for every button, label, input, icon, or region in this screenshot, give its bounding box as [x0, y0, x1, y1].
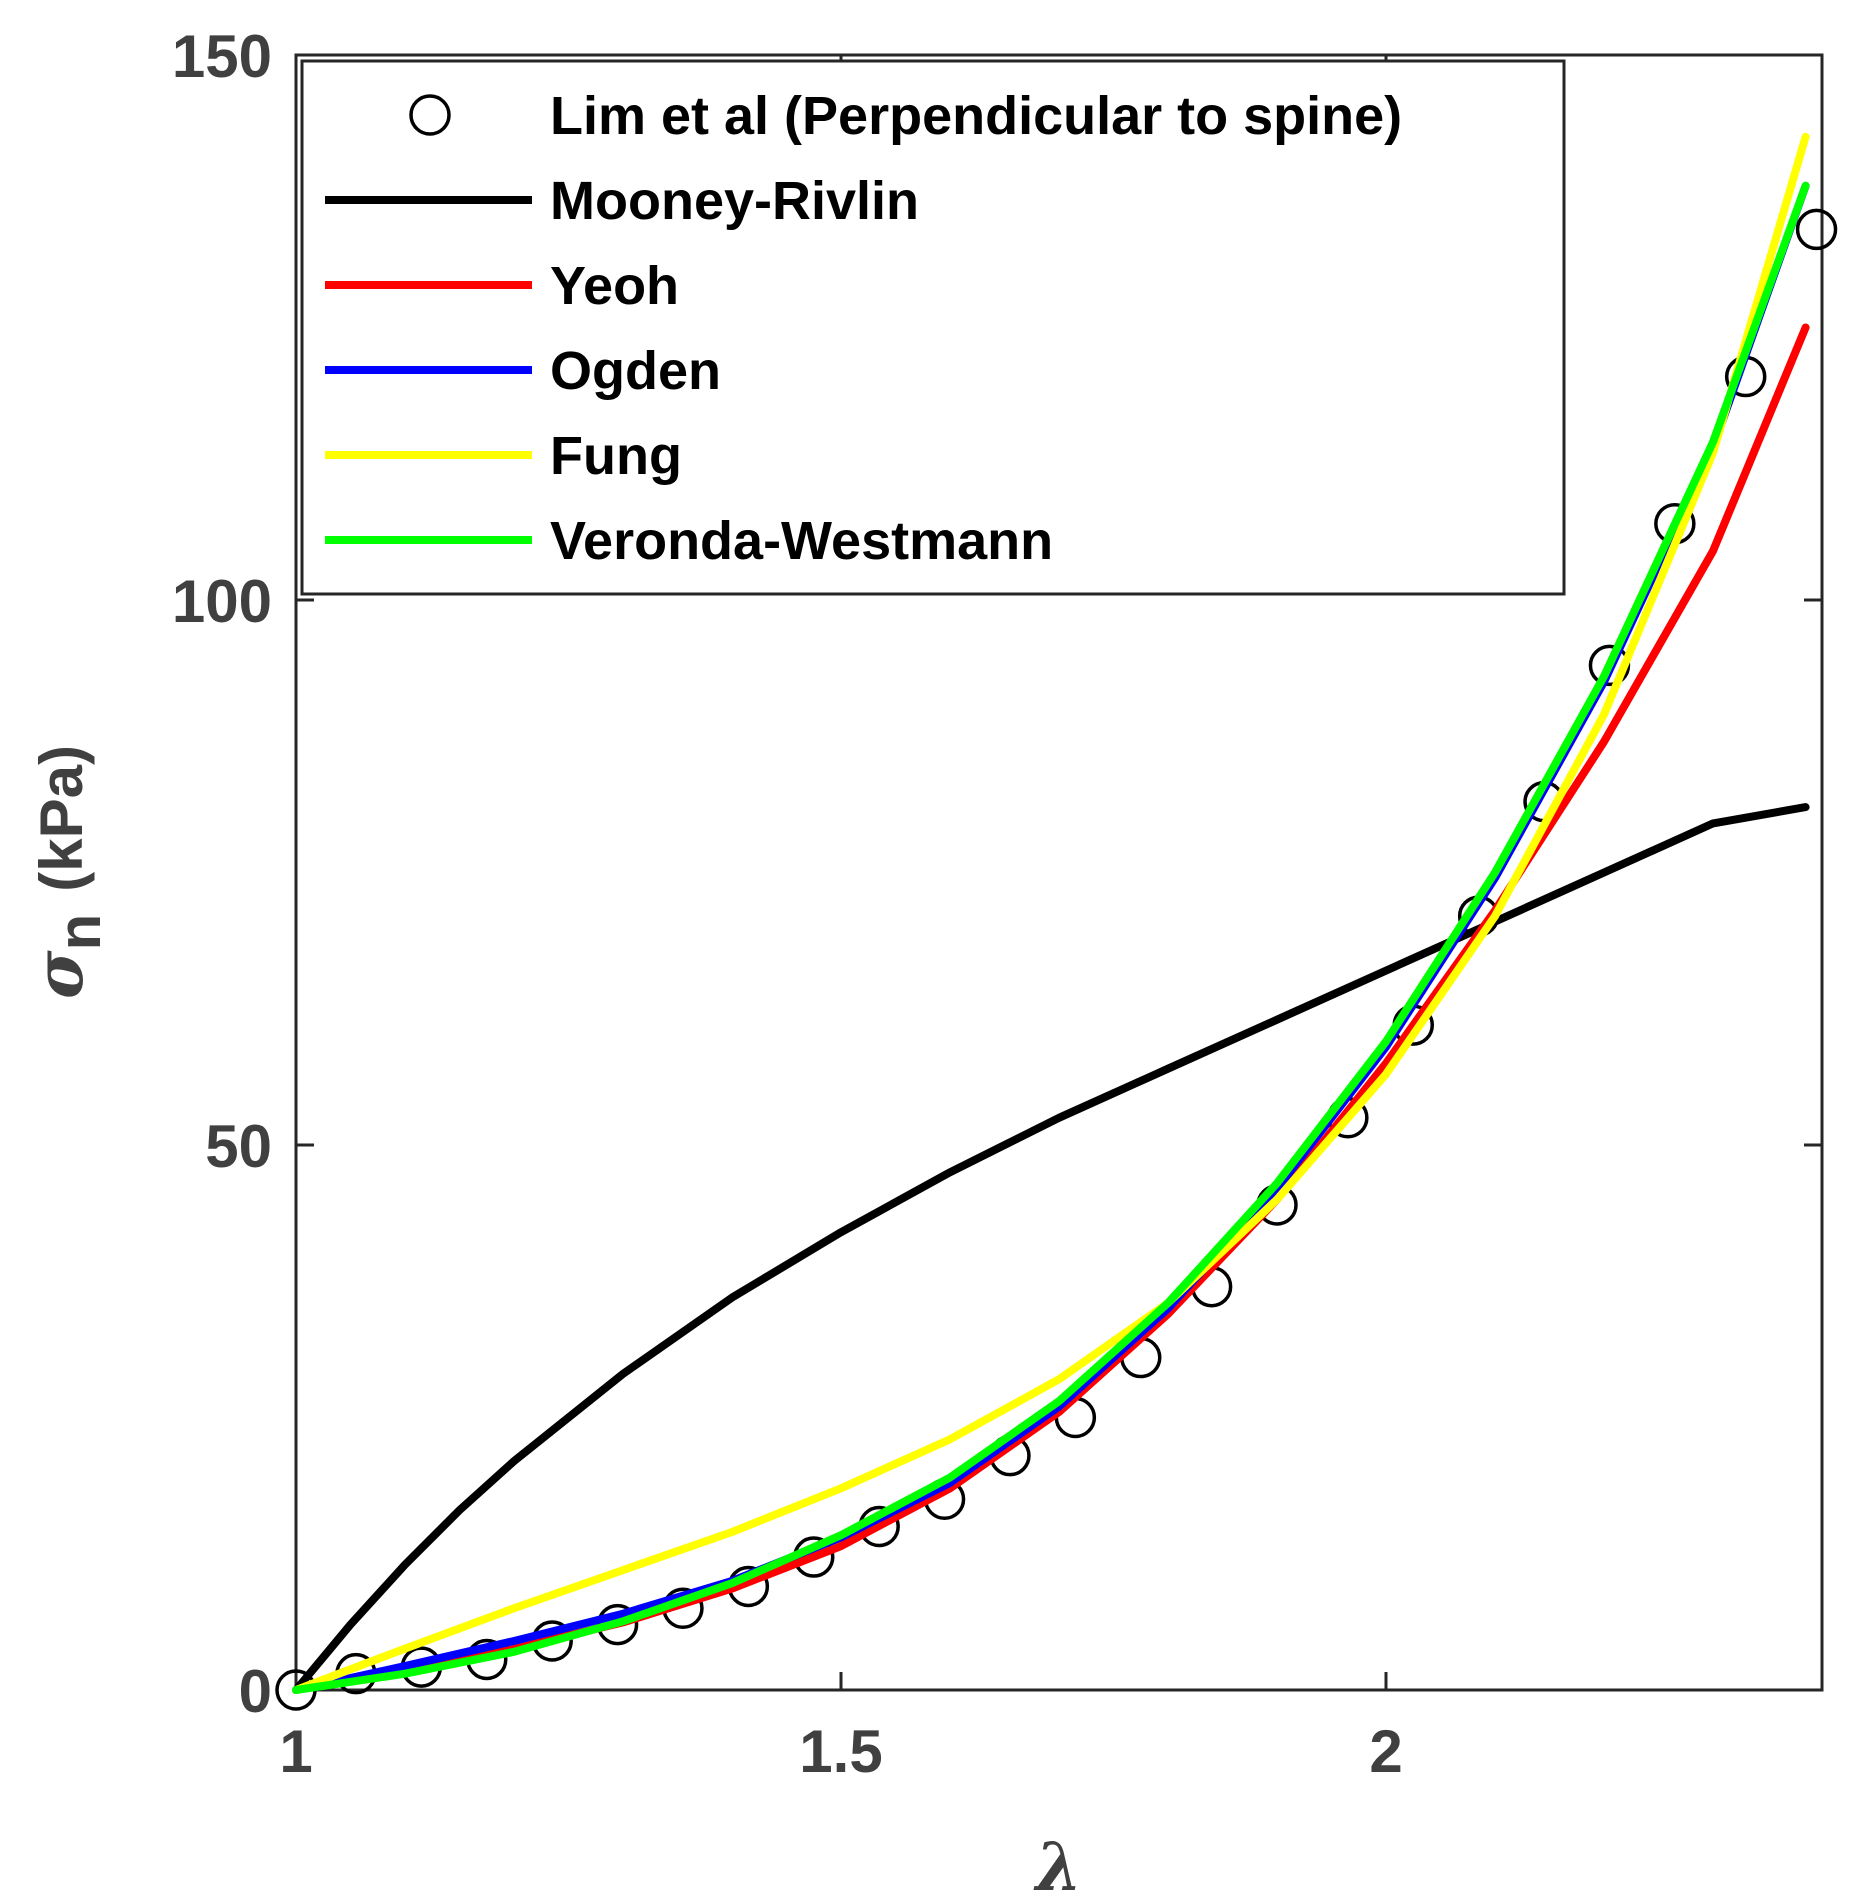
- y-axis-label: σn (kPa): [20, 745, 113, 999]
- legend-item-fung: Fung: [325, 426, 682, 486]
- x-tick-label: 1: [279, 1718, 312, 1785]
- y-axis-label-unit: (kPa): [28, 745, 95, 892]
- legend-marker: [409, 94, 451, 136]
- legend-item-lim-et-al-perpendicular-to-spine: Lim et al (Perpendicular to spine): [409, 86, 1402, 146]
- legend-label: Ogden: [550, 341, 721, 401]
- legend-item-yeoh: Yeoh: [325, 256, 679, 316]
- series-line-fung: [292, 132, 1810, 1694]
- legend-box: [300, 59, 1566, 596]
- legend-label: Fung: [550, 426, 682, 486]
- y-tick-label: 150: [172, 23, 272, 90]
- legend-items: Lim et al (Perpendicular to spine) Mooney…: [325, 86, 1402, 571]
- y-tick-label: 50: [205, 1113, 272, 1180]
- legend: Lim et al (Perpendicular to spine) Mooney…: [300, 59, 1566, 596]
- legend-label: Veronda-Westmann: [550, 511, 1053, 571]
- legend-item-ogden: Ogden: [325, 341, 721, 401]
- y-axis-label-symbol: σ: [20, 950, 98, 999]
- svg-text:σn(kPa): σn (kPa): [20, 745, 113, 999]
- y-tick-label: 100: [172, 568, 272, 635]
- y-axis-ticks: 0 50 100 150: [172, 23, 1822, 1725]
- series-line-veronda-westmann: [292, 181, 1810, 1694]
- series-line-mooney-rivlin: [292, 803, 1810, 1694]
- series-layer: [275, 132, 1838, 1711]
- data-point: [1795, 208, 1838, 251]
- y-tick-label: 0: [239, 1658, 272, 1725]
- x-tick-label: 1.5: [799, 1718, 882, 1785]
- legend-label: Mooney-Rivlin: [550, 171, 919, 231]
- legend-label: Yeoh: [550, 256, 679, 316]
- legend-item-mooney-rivlin: Mooney-Rivlin: [325, 171, 919, 231]
- y-axis-label-subscript: n: [46, 914, 113, 951]
- x-tick-label: 2: [1369, 1718, 1402, 1785]
- legend-item-veronda-westmann: Veronda-Westmann: [325, 511, 1053, 571]
- legend-label: Lim et al (Perpendicular to spine): [550, 86, 1402, 146]
- x-axis-label: λ: [1033, 1828, 1082, 1904]
